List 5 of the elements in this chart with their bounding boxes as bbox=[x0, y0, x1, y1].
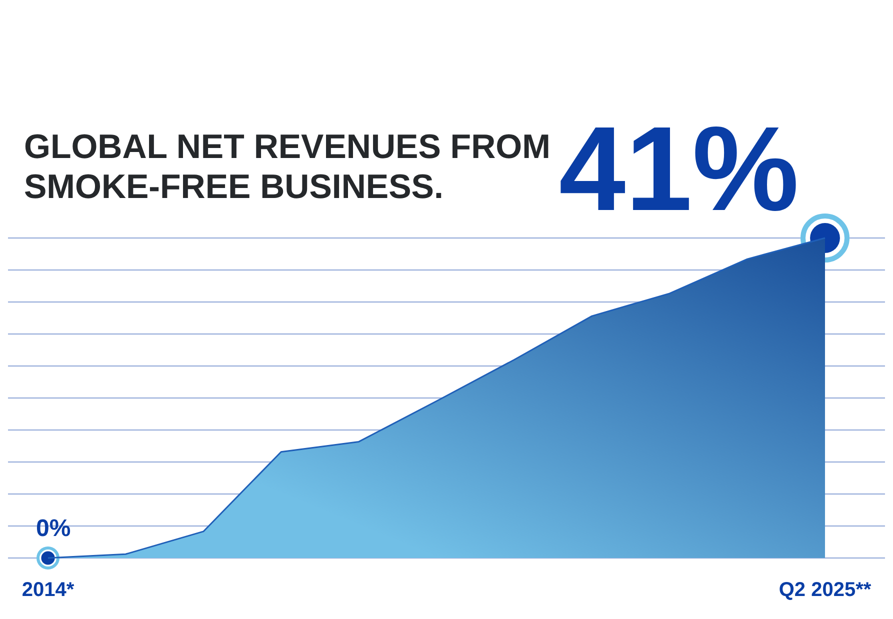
data-label: 0% bbox=[36, 515, 71, 542]
chart-title: GLOBAL NET REVENUES FROM SMOKE-FREE BUSINESS. bbox=[24, 128, 550, 206]
data-label: 41% bbox=[558, 102, 799, 236]
x-tick-label: 2014* bbox=[22, 579, 74, 601]
x-tick-label: Q2 2025** bbox=[778, 579, 872, 601]
